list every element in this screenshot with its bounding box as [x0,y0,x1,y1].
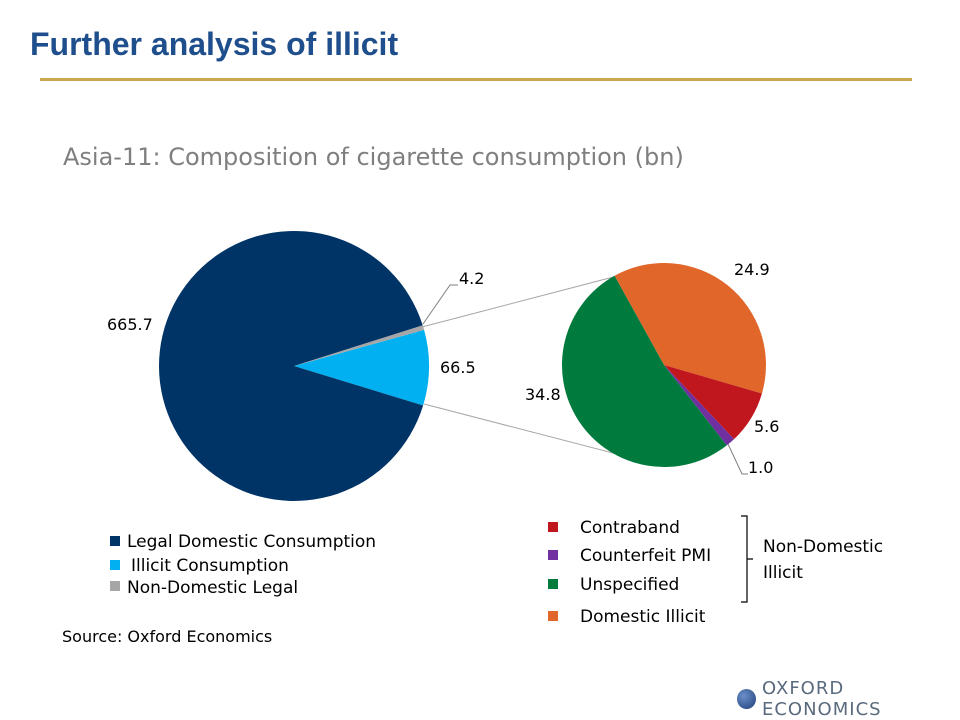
pie-slice-non-domestic-legal [294,325,425,366]
bracket-label-line-2: Illicit [763,563,803,583]
brand-name: OXFORD ECONOMICS [761,678,882,720]
legend-label-contraband: Contraband [580,518,680,538]
legend-swatch-domestic-illicit [548,611,558,621]
legend-label-illicit: Illicit Consumption [131,556,289,576]
legend-swatch-non-domestic-legal [110,581,120,591]
legend-swatch-contraband [548,522,558,532]
pie-slice-legal-domestic-consumption [159,230,424,501]
data-label-unspecified: 34.8 [525,385,561,404]
chart-title: Asia-11: Composition of cigarette consum… [63,143,684,171]
legend-swatch-unspecified [548,579,558,589]
data-label-non-domestic-legal: 4.2 [459,269,484,288]
breakdown-legend: Contraband Counterfeit PMI Unspecified D… [548,515,883,627]
leader-line-1-0 [727,443,748,475]
bracket-label-line-1: Non-Domestic [763,537,883,557]
legend-swatch-legal-domestic [110,536,120,546]
legend-label-counterfeit: Counterfeit PMI [580,546,711,566]
pie-slice-counterfeit-pmi [664,365,735,446]
legend-bracket [741,515,753,603]
data-label-counterfeit: 1.0 [748,458,773,477]
slide-title: Further analysis of illicit [30,26,399,62]
legend-swatch-illicit [110,560,120,570]
source-note: Source: Oxford Economics [62,627,273,646]
legend-label-legal-domestic: Legal Domestic Consumption [127,532,376,552]
data-label-legal-domestic: 665.7 [107,315,153,334]
globe-icon [737,689,756,709]
legend-label-domestic-illicit: Domestic Illicit [580,607,706,627]
data-label-domestic-illicit: 24.9 [734,260,770,279]
legend-label-unspecified: Unspecified [580,575,679,595]
legend-label-non-domestic-legal: Non-Domestic Legal [127,578,298,598]
brand-logo: OXFORD ECONOMICS [737,678,960,720]
leader-line-4-2 [422,284,458,325]
legend-swatch-counterfeit [548,550,558,560]
data-label-contraband: 5.6 [754,417,779,436]
pie-slice-domestic-illicit [614,263,767,394]
main-legend: Legal Domestic Consumption Illicit Consu… [110,532,376,598]
pie-slice-unspecified [561,275,727,468]
main-pie [159,230,429,501]
data-label-illicit: 66.5 [440,358,476,377]
pie-slice-contraband [664,365,762,440]
illicit-breakdown-pie [561,263,767,468]
title-rule [40,78,912,81]
pie-slice-illicit-consumption [294,329,429,406]
